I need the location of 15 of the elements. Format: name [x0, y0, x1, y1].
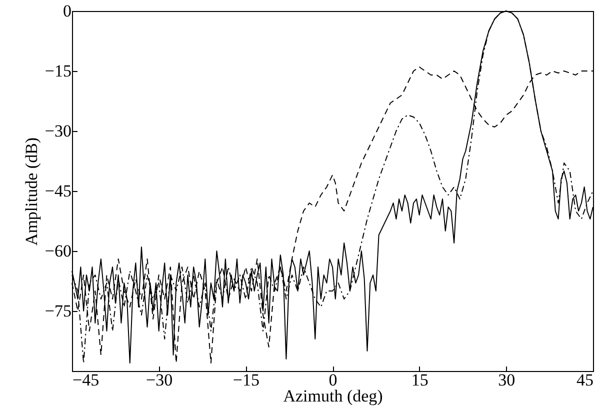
- y-tick-label: −45: [44, 182, 72, 200]
- y-tick-label: −75: [44, 302, 72, 320]
- x-tick-label: 45: [576, 370, 594, 390]
- x-tick-label: −30: [146, 370, 173, 390]
- y-tick-label: 0: [63, 2, 72, 20]
- x-tick-label: −15: [232, 370, 260, 390]
- x-tick-label: 0: [328, 370, 338, 390]
- y-axis-title: Amplitude (dB): [22, 137, 41, 246]
- x-tick-label: 15: [411, 370, 428, 390]
- y-tick-label: −60: [44, 242, 72, 260]
- x-tick-label: −45: [72, 370, 100, 390]
- x-axis-title: Azimuth (deg): [283, 386, 383, 406]
- x-tick-label: 30: [498, 370, 516, 390]
- y-tick-label: −30: [44, 122, 72, 140]
- y-tick-label: −15: [44, 62, 72, 80]
